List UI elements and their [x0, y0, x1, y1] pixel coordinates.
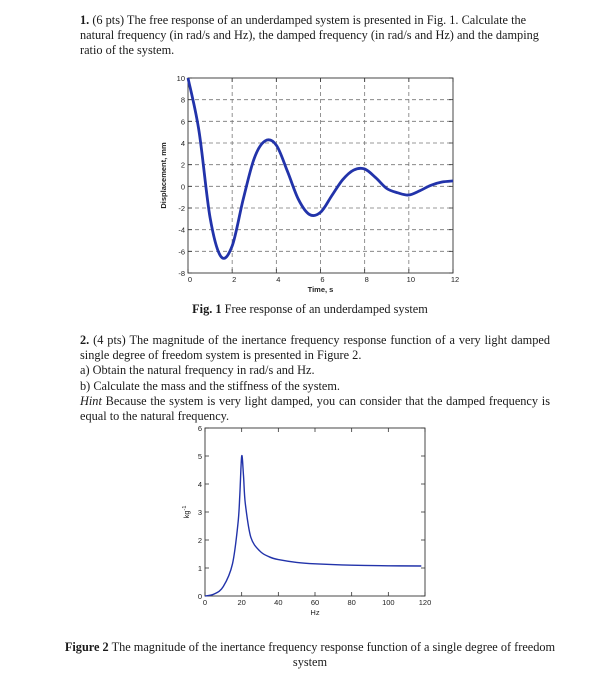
x-tick-label: 6 [320, 275, 324, 284]
x-tick-label: 10 [407, 275, 415, 284]
y-tick-label: -2 [178, 204, 185, 213]
y-axis-label: Displacement, mm [159, 142, 168, 209]
x-tick-label: 40 [274, 598, 282, 607]
y-tick-label: 10 [177, 74, 185, 83]
question-2-hint-label: Hint [80, 393, 102, 408]
x-tick-label: 20 [237, 598, 245, 607]
figure-1-caption-text: Free response of an underdamped system [221, 302, 428, 316]
data-series-line [204, 454, 422, 597]
figure-1-caption-label: Fig. 1 [192, 302, 222, 316]
y-tick-label: 3 [198, 508, 202, 517]
y-axis-label: kg-1 [182, 506, 191, 519]
x-tick-label: 0 [203, 598, 207, 607]
figure-1-caption: Fig. 1 Free response of an underdamped s… [60, 302, 560, 317]
question-2-part-a: a) Obtain the natural frequency in rad/s… [80, 363, 315, 378]
figure-2-caption-label: Figure 2 [64, 640, 109, 654]
x-tick-label: 80 [347, 598, 355, 607]
x-tick-label: 60 [311, 598, 319, 607]
question-2-intro: (4 pts) The magnitude of the inertance f… [80, 333, 550, 363]
figure-2-caption: Figure 2 The magnitude of the inertance … [60, 640, 560, 670]
question-1: 1. (6 pts) The free response of an under… [80, 13, 550, 59]
y-tick-label: 0 [198, 592, 202, 601]
question-2-hint-text: Because the system is very light damped,… [80, 393, 550, 424]
y-tick-label: -8 [178, 269, 185, 278]
y-tick-label: -4 [178, 226, 185, 235]
data-series-line [186, 77, 454, 260]
y-tick-label: 8 [181, 96, 185, 105]
x-tick-label: 4 [276, 275, 280, 284]
x-tick-label: 0 [188, 275, 192, 284]
figure-2-caption-text: The magnitude of the inertance frequency… [108, 640, 556, 669]
x-tick-label: 8 [365, 275, 369, 284]
y-tick-label: 5 [198, 452, 202, 461]
question-2-number: 2. [80, 333, 90, 347]
x-tick-label: 100 [382, 598, 395, 607]
y-tick-label: 6 [198, 424, 202, 433]
y-tick-label: 4 [198, 480, 202, 489]
x-axis-label: Time, s [308, 285, 334, 294]
x-tick-label: 2 [232, 275, 236, 284]
y-tick-label: -6 [178, 247, 185, 256]
question-1-text: (6 pts) The free response of an underdam… [80, 13, 539, 58]
y-tick-label: 2 [198, 536, 202, 545]
y-tick-label: 2 [181, 161, 185, 170]
y-tick-label: 6 [181, 117, 185, 126]
y-tick-label: 1 [198, 564, 202, 573]
question-2-part-b: b) Calculate the mass and the stiffness … [80, 378, 340, 393]
question-2: 2. (4 pts) The magnitude of the inertanc… [80, 333, 550, 424]
y-tick-label: 4 [181, 139, 185, 148]
plot-frame [204, 427, 426, 597]
question-1-number: 1. [80, 13, 90, 27]
x-tick-label: 120 [419, 598, 432, 607]
x-axis-label: Hz [310, 608, 319, 617]
x-tick-label: 12 [451, 275, 459, 284]
y-tick-label: 0 [181, 182, 185, 191]
